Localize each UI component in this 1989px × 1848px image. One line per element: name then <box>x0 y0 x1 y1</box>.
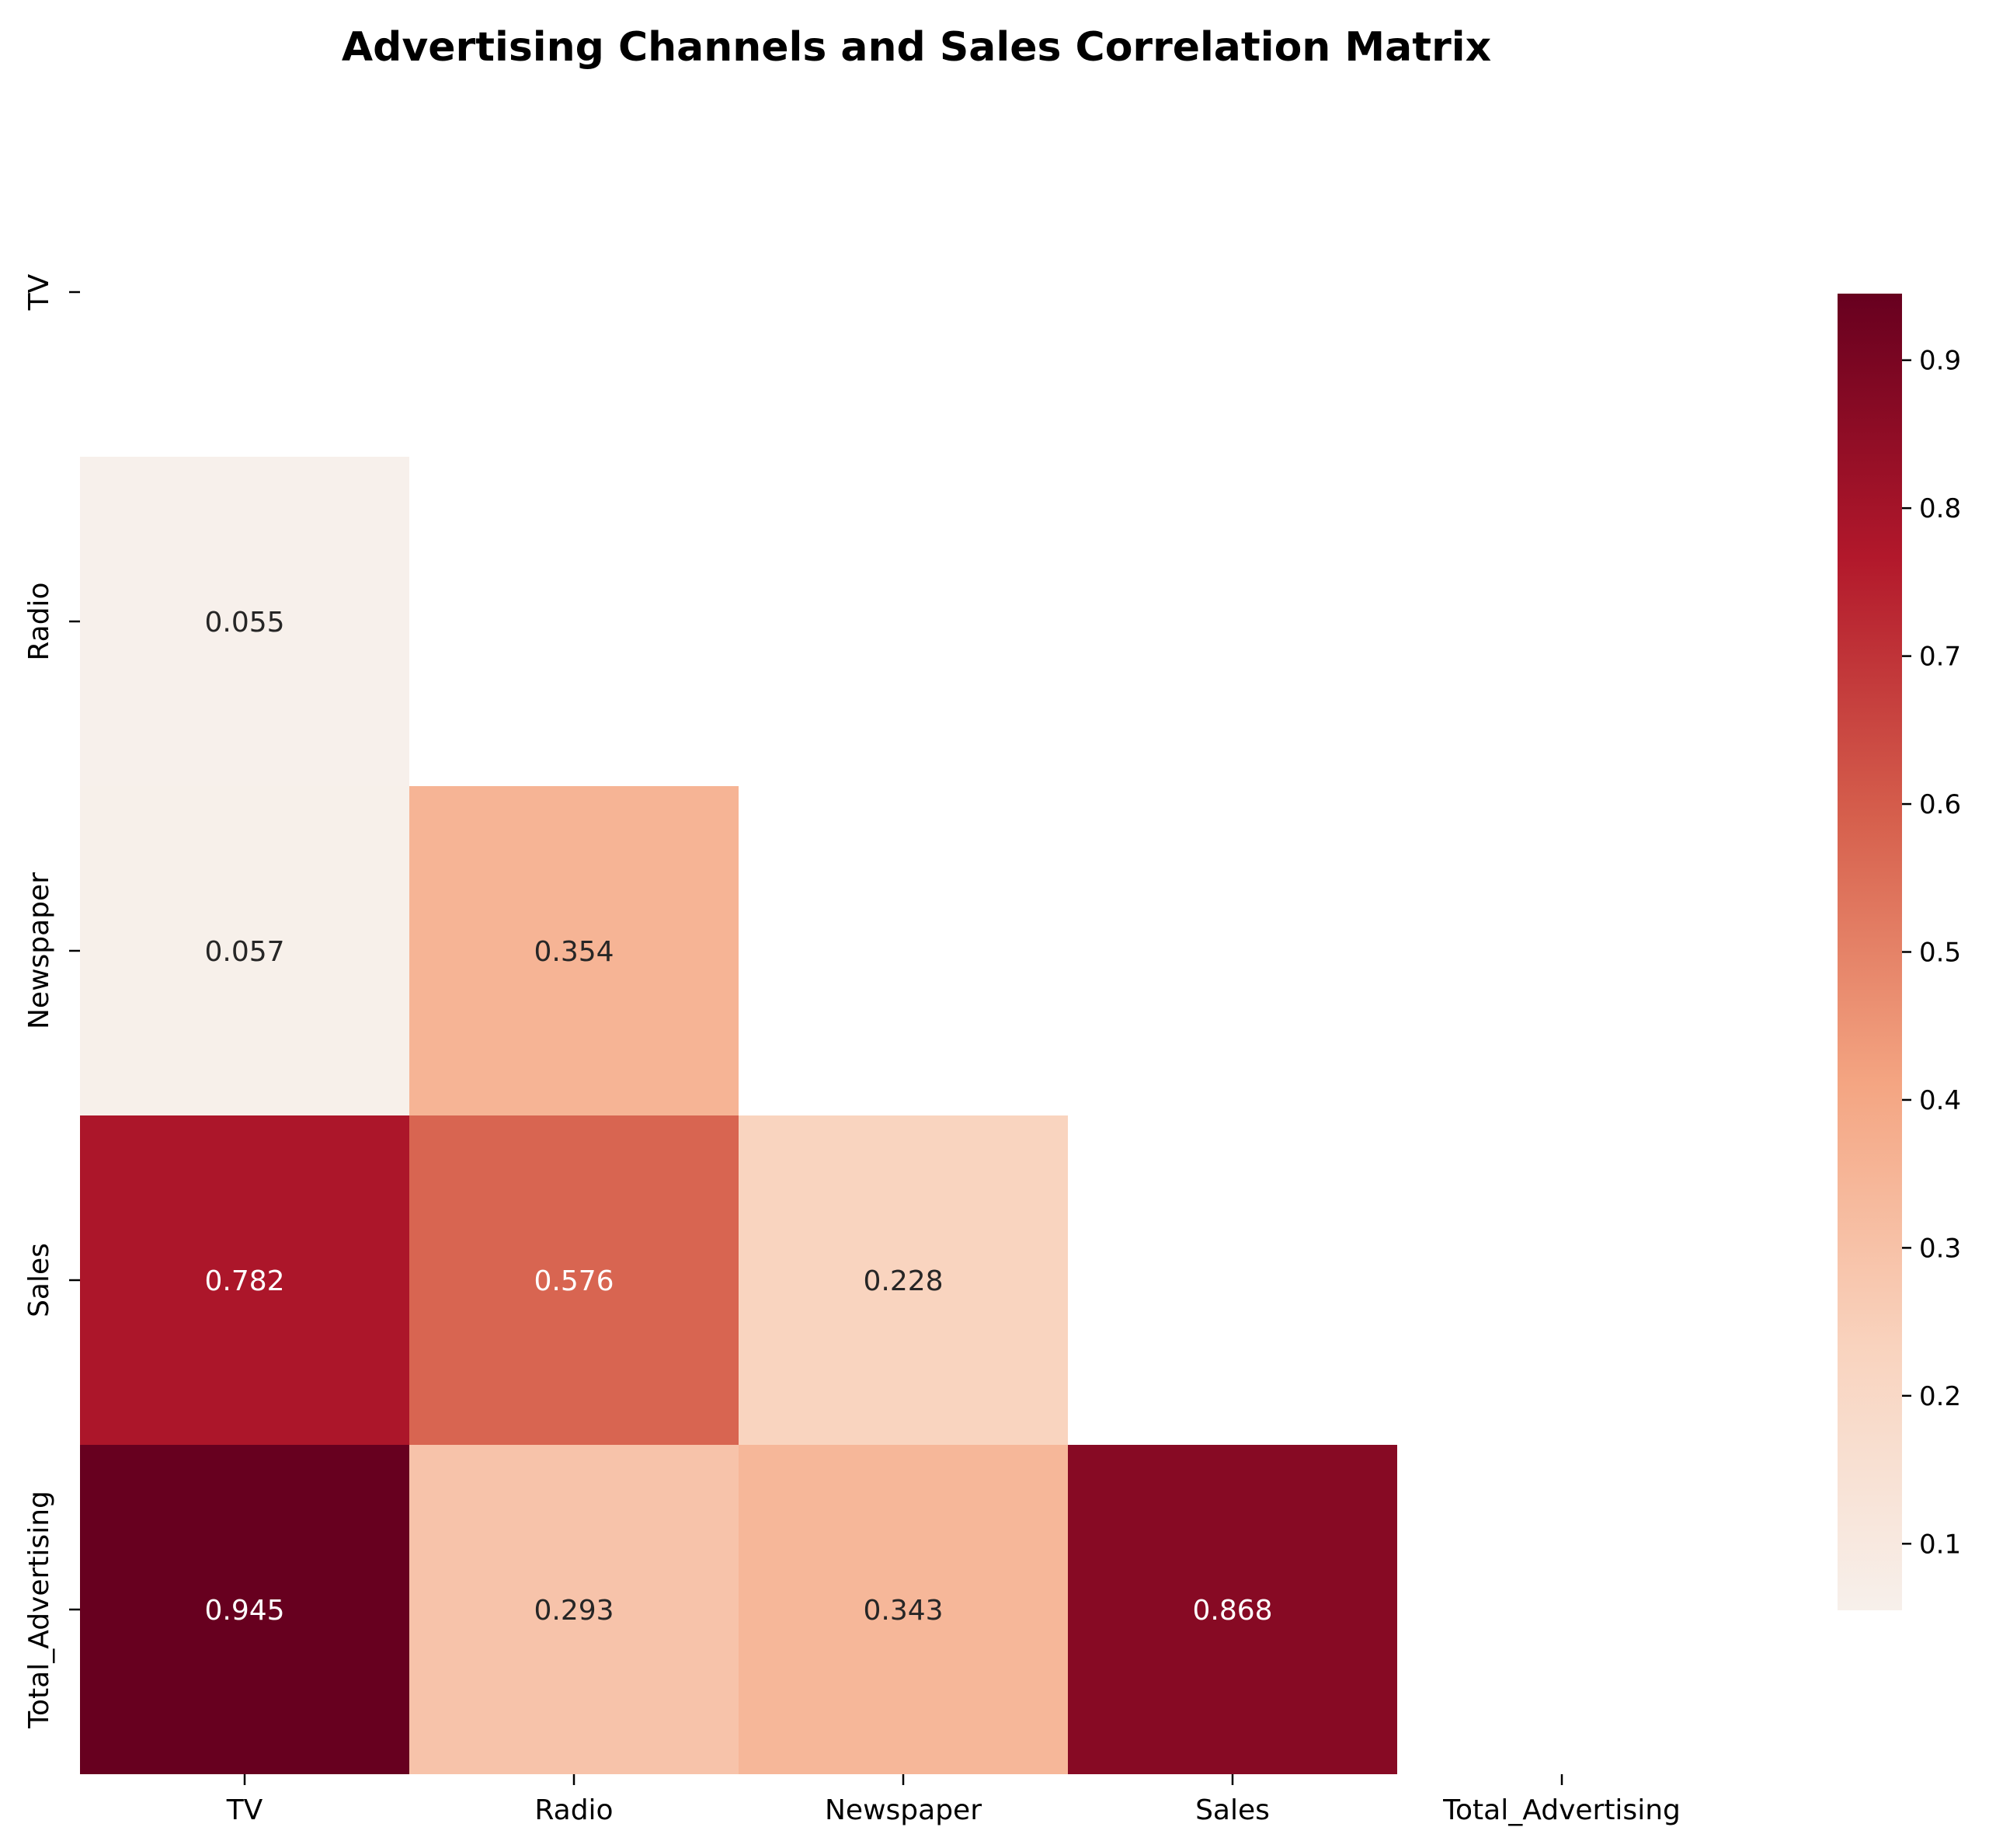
heatmap-cell-total-advertising-newspaper <box>739 1445 1068 1774</box>
cell-value-label-total-advertising-radio: 0.293 <box>534 1595 614 1627</box>
y-tick-label-newspaper: Newspaper <box>23 872 55 1029</box>
colorbar: 0.1 0.2 0.3 0.4 0.5 0.6 0.7 0.8 0.9 <box>1838 294 1961 1610</box>
colorbar-tick-label: 0.6 <box>1919 789 1961 820</box>
y-tick-label-total-advertising: Total_Advertising <box>23 1491 55 1729</box>
heatmap-cell-sales-radio <box>409 1115 739 1445</box>
x-tick-label-sales: Sales <box>1195 1794 1270 1826</box>
colorbar-tick-label: 0.1 <box>1919 1529 1961 1560</box>
cell-value-label-sales-newspaper: 0.228 <box>863 1265 943 1297</box>
colorbar-tick-label: 0.8 <box>1919 493 1961 524</box>
colorbar-tick-label: 0.2 <box>1919 1381 1961 1412</box>
heatmap-cell-radio-tv <box>80 457 409 786</box>
cell-value-label-sales-radio: 0.576 <box>534 1265 614 1297</box>
y-axis: TV Radio Newspaper Sales Total_Advertising <box>23 273 80 1729</box>
heatmap-cell-newspaper-radio <box>409 786 739 1115</box>
cell-value-label-newspaper-tv: 0.057 <box>204 936 284 968</box>
chart-title: Advertising Channels and Sales Correlati… <box>342 24 1491 71</box>
x-tick-label-radio: Radio <box>534 1794 613 1826</box>
colorbar-tick-label: 0.5 <box>1919 938 1961 969</box>
colorbar-gradient <box>1838 294 1902 1610</box>
heatmap-cell-total-advertising-radio <box>409 1445 739 1774</box>
y-tick-label-tv: TV <box>23 273 55 311</box>
x-axis: TV Radio Newspaper Sales Total_Advertising <box>226 1774 1681 1826</box>
heatmap-cell-sales-tv <box>80 1115 409 1445</box>
cell-value-label-total-advertising-newspaper: 0.343 <box>863 1595 943 1627</box>
colorbar-tick-label: 0.7 <box>1919 642 1961 673</box>
cell-value-label-total-advertising-sales: 0.868 <box>1192 1595 1272 1627</box>
x-tick-label-tv: TV <box>226 1794 263 1826</box>
heatmap-cell-total-advertising-tv <box>80 1445 409 1774</box>
heatmap-cell-total-advertising-sales <box>1068 1445 1397 1774</box>
colorbar-tick-label: 0.4 <box>1919 1085 1961 1116</box>
heatmap-cells <box>80 457 1397 1774</box>
heatmap-cell-sales-newspaper <box>739 1115 1068 1445</box>
heatmap-cell-newspaper-tv <box>80 786 409 1115</box>
heatmap-cell-labels: 0.055 0.057 0.354 0.782 0.576 0.228 0.945 0.293… <box>204 607 1272 1627</box>
y-tick-label-sales: Sales <box>23 1243 55 1317</box>
x-tick-label-newspaper: Newspaper <box>825 1794 982 1826</box>
cell-value-label-sales-tv: 0.782 <box>204 1265 284 1297</box>
cell-value-label-radio-tv: 0.055 <box>204 607 284 639</box>
colorbar-tick-label: 0.3 <box>1919 1233 1961 1264</box>
cell-value-label-newspaper-radio: 0.354 <box>534 936 614 968</box>
colorbar-tick-label: 0.9 <box>1919 346 1961 377</box>
cell-value-label-total-advertising-tv: 0.945 <box>204 1595 284 1627</box>
y-tick-label-radio: Radio <box>23 582 55 660</box>
x-tick-label-total-advertising: Total_Advertising <box>1442 1794 1681 1826</box>
